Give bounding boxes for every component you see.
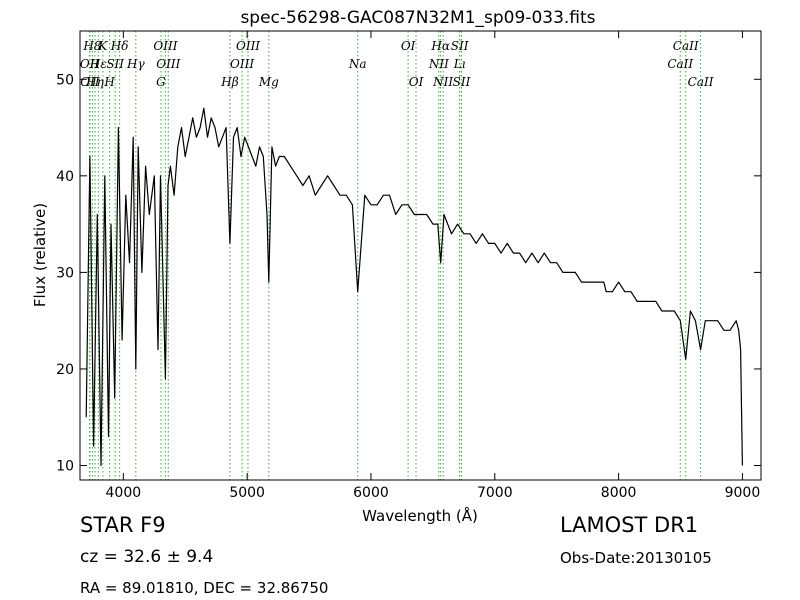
line-marker-label: CaII — [667, 57, 693, 71]
line-marker-label: H — [103, 75, 115, 89]
line-marker-label: Hη — [85, 75, 104, 89]
redshift-readout: cz = 32.6 ± 9.4 — [80, 547, 214, 567]
spectral-line-labels: OII OII H8 Hη Hε K H SII Hδ Hγ G OIII OIII Hβ OIII OIII… — [80, 39, 714, 89]
chart-title: spec-56298-GAC087N32M1_sp09-033.fits — [240, 8, 595, 28]
y-axis-label: Flux (relative) — [31, 203, 49, 307]
coordinates-readout: RA = 89.01810, DEC = 32.86750 — [80, 579, 329, 597]
x-tick-label: 9000 — [725, 485, 761, 501]
line-marker-label: OII — [80, 57, 100, 71]
line-marker-label: SII — [453, 75, 471, 89]
line-marker-label: Hε — [89, 57, 107, 71]
x-tick-label: 4000 — [106, 485, 142, 501]
line-marker-label: OIII — [153, 39, 177, 53]
axes: 4000 5000 6000 7000 8000 9000 10 20 30 40 50 — [56, 30, 762, 501]
line-marker-label: NII — [432, 75, 453, 89]
y-tick-label: 10 — [56, 459, 74, 475]
line-marker-label: OI — [401, 39, 416, 53]
y-tick-label: 50 — [56, 72, 74, 88]
x-tick-label: 6000 — [353, 485, 389, 501]
line-marker-label: Hγ — [126, 57, 145, 71]
plot-frame — [79, 30, 762, 481]
x-axis-label: Wavelength (Å) — [362, 506, 478, 525]
line-marker-label: NII — [428, 57, 449, 71]
line-marker-label: Hδ — [110, 39, 129, 53]
x-tick-label: 8000 — [601, 485, 637, 501]
x-tick-label: 5000 — [229, 485, 265, 501]
line-marker-label: H8 — [82, 39, 101, 53]
y-tick-label: 30 — [56, 265, 74, 281]
line-marker-label: OII — [80, 75, 100, 89]
line-marker-label: Hα — [430, 39, 450, 53]
survey-name: LAMOST DR1 — [560, 513, 699, 537]
object-class: STAR F9 — [80, 513, 166, 537]
line-marker-label: OIII — [156, 57, 180, 71]
line-marker-label: CaII — [673, 39, 699, 53]
line-marker-label: OIII — [230, 57, 254, 71]
y-tick-label: 40 — [56, 169, 74, 185]
observation-date: Obs-Date:20130105 — [560, 549, 712, 567]
line-marker-label: Lı — [453, 57, 466, 71]
line-marker-label: OIII — [236, 39, 260, 53]
line-marker-label: Na — [348, 57, 367, 71]
y-tick-label: 20 — [56, 362, 74, 378]
spectral-line-markers — [89, 31, 702, 480]
x-tick-label: 7000 — [477, 485, 513, 501]
line-marker-label: OI — [409, 75, 424, 89]
line-marker-label: Hβ — [220, 75, 238, 89]
line-marker-label: SII — [106, 57, 124, 71]
line-marker-label: Mg — [258, 75, 279, 89]
line-marker-label: G — [156, 75, 166, 89]
flux-series — [85, 107, 743, 467]
line-marker-label: SII — [451, 39, 469, 53]
line-marker-label: K — [97, 39, 108, 53]
flux-line — [85, 107, 743, 467]
line-marker-label: CaII — [688, 75, 714, 89]
